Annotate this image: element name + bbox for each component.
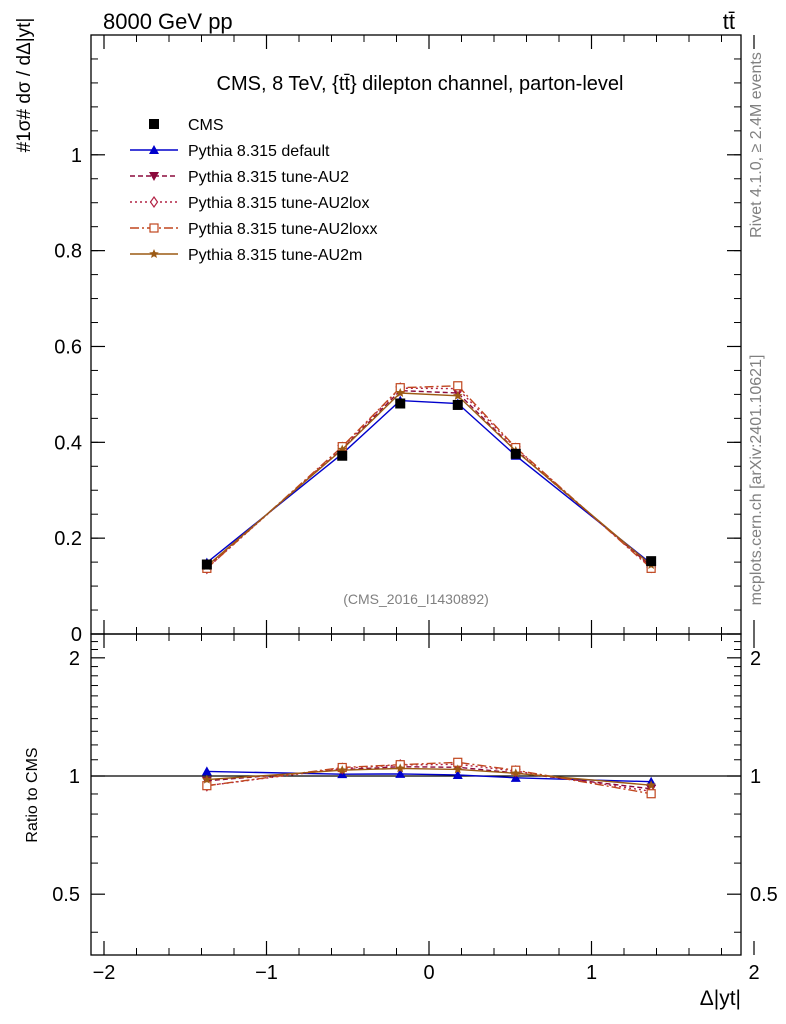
x-tick-label: −1 [255, 962, 278, 984]
ratio-tick-label-right: 2 [750, 648, 761, 670]
ratio-panel-frame [90, 633, 742, 956]
series-point-4 [453, 390, 463, 400]
legend-marker-4 [149, 223, 159, 233]
ratio-point-4 [511, 768, 521, 778]
ratio-tick-label: 0.5 [52, 884, 80, 906]
legend-label-2: Pythia 8.315 tune-AU2 [188, 169, 349, 186]
ratio-point-4 [202, 774, 212, 784]
data-point [201, 559, 212, 570]
y-tick-label: 0.2 [54, 528, 82, 550]
legend-label-3: Pythia 8.315 tune-AU2lox [188, 195, 369, 212]
x-axis-title: Δ|yt| [700, 987, 741, 1010]
ratio-tick-label: 1 [69, 766, 80, 788]
legend-label-1: Pythia 8.315 default [188, 143, 330, 160]
data-point [395, 398, 406, 409]
legend-label-0: CMS [188, 117, 224, 134]
analysis-id-label: (CMS_2016_I1430892) [343, 591, 489, 607]
ratio-point-4 [337, 765, 347, 775]
legend-label-5: Pythia 8.315 tune-AU2m [188, 247, 362, 264]
ratio-tick-label-right: 0.5 [750, 884, 778, 906]
ratio-line-3 [206, 761, 652, 795]
ratio-point-3 [202, 781, 212, 791]
ratio-line-0 [206, 770, 652, 783]
legend-label-4: Pythia 8.315 tune-AU2loxx [188, 221, 377, 238]
series-line-2 [206, 387, 652, 569]
ratio-tick-label-right: 1 [750, 766, 761, 788]
x-tick-label: −2 [93, 962, 116, 984]
ratio-y-axis-title: Ratio to CMS [24, 747, 41, 842]
legend-marker-1 [149, 145, 159, 154]
series-line-4 [206, 392, 652, 567]
series-line-0 [206, 399, 652, 565]
y-tick-label: 0.8 [54, 241, 82, 263]
ratio-point-0 [395, 768, 406, 778]
x-tick-label: 1 [586, 962, 597, 984]
y-axis-title: #1σ# dσ / dΔ|yt| [14, 18, 35, 153]
header-energy-label: 8000 GeV pp [103, 9, 233, 34]
ratio-point-0 [201, 766, 212, 776]
rivet-version-label: Rivet 4.1.0, ≥ 2.4M events [748, 52, 765, 238]
ratio-point-4 [453, 764, 463, 774]
series-line-1 [206, 389, 652, 567]
header-process-label: tt̄ [723, 9, 735, 34]
data-point [646, 556, 657, 567]
series-point-4 [395, 387, 405, 398]
x-tick-label: 2 [748, 962, 759, 984]
data-point [337, 450, 348, 461]
legend-marker-5 [149, 249, 159, 259]
y-tick-label: 0.6 [54, 336, 82, 358]
ratio-line-1 [206, 765, 652, 790]
ratio-tick-label: 2 [69, 648, 80, 670]
legend-marker-2 [149, 172, 159, 181]
y-tick-label: 0.4 [54, 432, 82, 454]
ratio-point-4 [395, 763, 405, 773]
series-line-3 [206, 385, 652, 569]
ratio-point-0 [452, 769, 463, 779]
mcplots-label: mcplots.cern.ch [arXiv:2401.10621] [748, 355, 765, 606]
y-tick-label: 0 [71, 624, 82, 646]
ratio-line-4 [206, 767, 652, 786]
data-point [452, 399, 463, 410]
ratio-point-4 [646, 780, 656, 790]
y-tick-label: 1 [71, 145, 82, 167]
data-point [510, 448, 521, 459]
ratio-point-3 [646, 789, 656, 799]
series-point-3 [453, 381, 463, 391]
x-tick-label: 0 [423, 962, 434, 984]
legend-marker-0 [149, 119, 159, 129]
legend-marker-3 [149, 195, 159, 209]
plot-title: CMS, 8 TeV, {tt̄} dilepton channel, part… [217, 73, 624, 95]
